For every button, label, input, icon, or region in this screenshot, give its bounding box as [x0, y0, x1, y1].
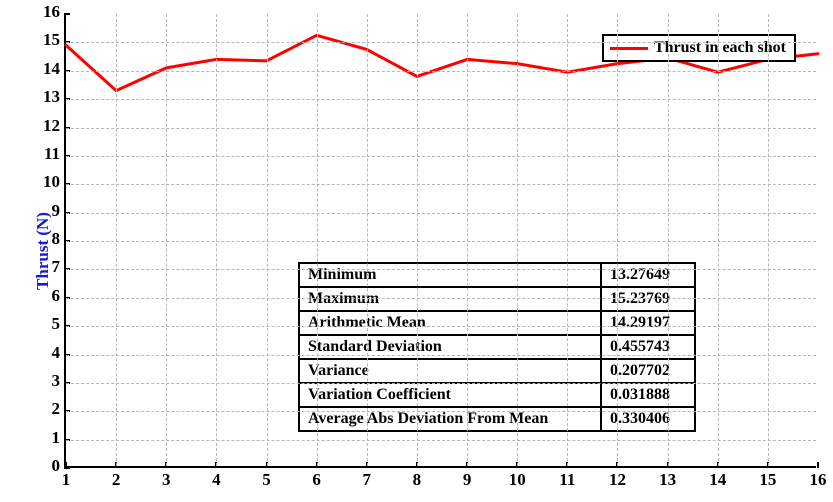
y-tick-label: 2 [52, 399, 67, 419]
y-tick-label: 10 [43, 172, 66, 192]
stats-value: 15.23769 [601, 287, 695, 311]
x-tick-label: 1 [62, 466, 71, 490]
x-tick-label: 9 [463, 466, 472, 490]
stats-value: 0.207702 [601, 359, 695, 383]
y-tick-label: 9 [52, 201, 67, 221]
stats-label: Minimum [299, 263, 601, 287]
y-tick-label: 1 [52, 428, 67, 448]
y-tick-label: 3 [52, 371, 67, 391]
y-tick-label: 5 [52, 314, 67, 334]
stats-row: Minimum13.27649 [299, 263, 695, 287]
y-tick-label: 14 [43, 59, 66, 79]
y-tick-label: 6 [52, 286, 67, 306]
y-tick-label: 7 [52, 257, 67, 277]
x-tick-label: 14 [709, 466, 726, 490]
y-tick-label: 8 [52, 229, 67, 249]
stats-label: Maximum [299, 287, 601, 311]
x-tick-label: 5 [262, 466, 271, 490]
stats-row: Arithmetic Mean14.29197 [299, 311, 695, 335]
x-tick-label: 11 [559, 466, 575, 490]
stats-row: Maximum15.23769 [299, 287, 695, 311]
y-tick-label: 4 [52, 343, 67, 363]
x-tick-label: 15 [759, 466, 776, 490]
plot-area: Thrust in each shot Minimum13.27649Maxim… [64, 14, 816, 468]
stats-value: 0.031888 [601, 383, 695, 407]
y-tick-label: 11 [44, 144, 66, 164]
legend-line-swatch [610, 47, 648, 50]
x-tick-label: 3 [162, 466, 171, 490]
stats-row: Variance0.207702 [299, 359, 695, 383]
y-tick-label: 12 [43, 116, 66, 136]
x-tick-label: 8 [413, 466, 422, 490]
y-axis-label: Thrust (N) [33, 212, 53, 290]
x-tick-label: 12 [609, 466, 626, 490]
x-tick-label: 4 [212, 466, 221, 490]
x-tick-label: 6 [312, 466, 321, 490]
stats-value: 14.29197 [601, 311, 695, 335]
stats-label: Variation Coefficient [299, 383, 601, 407]
x-tick-label: 13 [659, 466, 676, 490]
stats-label: Variance [299, 359, 601, 383]
x-tick-label: 7 [363, 466, 372, 490]
thrust-chart: Thrust (N) Thrust in each shot Minimum13… [0, 0, 833, 502]
stats-value: 13.27649 [601, 263, 695, 287]
x-tick-label: 10 [509, 466, 526, 490]
stats-row: Variation Coefficient0.031888 [299, 383, 695, 407]
y-tick-label: 15 [43, 30, 66, 50]
stats-table: Minimum13.27649Maximum15.23769Arithmetic… [298, 262, 696, 432]
stats-label: Arithmetic Mean [299, 311, 601, 335]
x-tick-label: 2 [112, 466, 121, 490]
x-tick-label: 16 [810, 466, 827, 490]
y-tick-label: 16 [43, 2, 66, 22]
y-tick-label: 13 [43, 87, 66, 107]
